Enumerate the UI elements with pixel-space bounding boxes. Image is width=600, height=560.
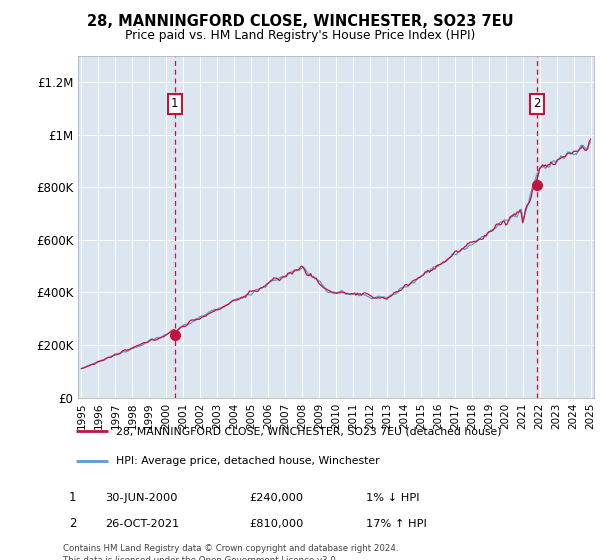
Text: 2: 2 [533, 97, 541, 110]
Text: HPI: Average price, detached house, Winchester: HPI: Average price, detached house, Winc… [116, 456, 380, 466]
Text: 1: 1 [171, 97, 179, 110]
Text: 28, MANNINGFORD CLOSE, WINCHESTER, SO23 7EU: 28, MANNINGFORD CLOSE, WINCHESTER, SO23 … [86, 14, 514, 29]
Text: 1% ↓ HPI: 1% ↓ HPI [366, 493, 419, 503]
Text: Contains HM Land Registry data © Crown copyright and database right 2024.
This d: Contains HM Land Registry data © Crown c… [63, 544, 398, 560]
Text: £810,000: £810,000 [249, 519, 304, 529]
Text: £240,000: £240,000 [249, 493, 303, 503]
Text: 1: 1 [69, 491, 76, 504]
Text: 26-OCT-2021: 26-OCT-2021 [105, 519, 179, 529]
Text: 30-JUN-2000: 30-JUN-2000 [105, 493, 178, 503]
Text: Price paid vs. HM Land Registry's House Price Index (HPI): Price paid vs. HM Land Registry's House … [125, 29, 475, 42]
Text: 17% ↑ HPI: 17% ↑ HPI [366, 519, 427, 529]
Text: 2: 2 [69, 517, 76, 530]
Text: 28, MANNINGFORD CLOSE, WINCHESTER, SO23 7EU (detached house): 28, MANNINGFORD CLOSE, WINCHESTER, SO23 … [116, 426, 502, 436]
